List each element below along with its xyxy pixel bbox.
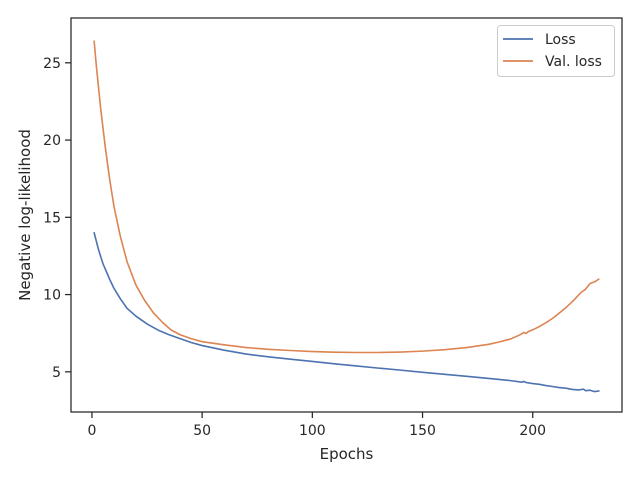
y-tick-label: 10 (43, 288, 61, 304)
x-tick-label: 0 (87, 423, 96, 439)
legend: Loss Val. loss (497, 25, 615, 77)
legend-label-val-loss: Val. loss (545, 54, 602, 70)
x-tick-label: 100 (299, 423, 326, 439)
y-tick-label: 5 (52, 365, 61, 381)
x-tick-label: 150 (409, 423, 436, 439)
x-tick-label: 200 (519, 423, 546, 439)
y-axis: 5 10 15 20 25 (43, 56, 71, 381)
legend-label-loss: Loss (545, 32, 576, 48)
series-line-loss (93, 231, 600, 393)
y-axis-label: Negative log-likelihood (16, 129, 34, 301)
y-tick-label: 20 (43, 133, 61, 149)
x-axis: 0 50 100 150 200 (87, 412, 546, 439)
series-line-val-loss (93, 40, 600, 354)
y-tick-label: 25 (43, 56, 61, 72)
x-tick-label: 50 (193, 423, 211, 439)
y-tick-label: 15 (43, 210, 61, 226)
plot-frame (70, 17, 623, 413)
plot-lines (93, 40, 600, 393)
plot-background (71, 18, 622, 412)
x-axis-label: Epochs (320, 445, 374, 463)
